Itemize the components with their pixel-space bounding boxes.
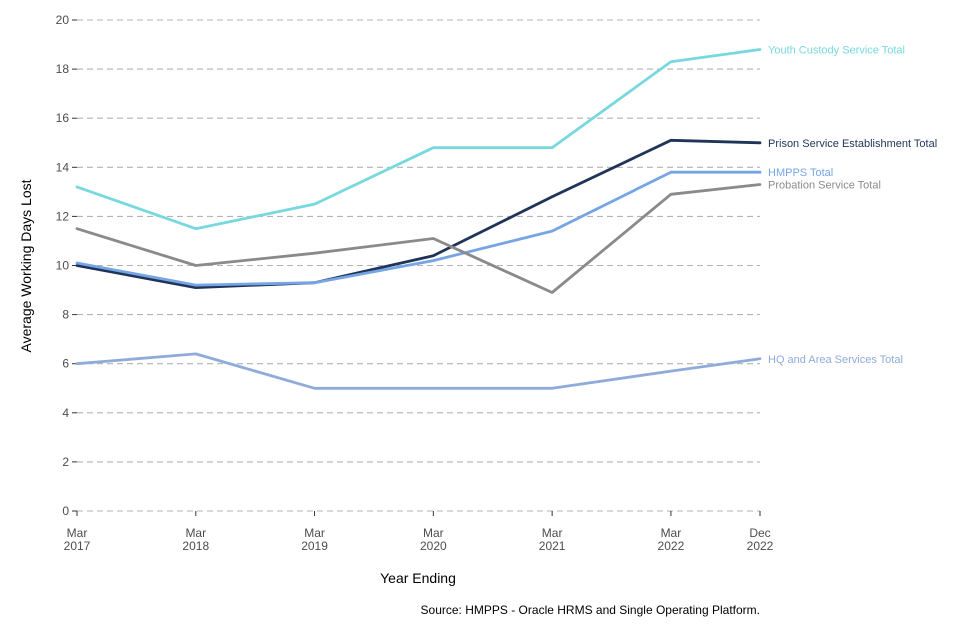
y-tick-label: 8 bbox=[62, 308, 69, 322]
y-tick-label: 6 bbox=[62, 357, 69, 371]
x-tick-label: Dec bbox=[749, 526, 770, 540]
x-tick-label: 2018 bbox=[182, 539, 209, 553]
x-tick-label: Mar bbox=[67, 526, 88, 540]
series-label-prison-service-establishment-total: Prison Service Establishment Total bbox=[768, 138, 937, 150]
x-tick-label: 2019 bbox=[301, 539, 328, 553]
series-label-youth-custody-service-total: Youth Custody Service Total bbox=[768, 44, 905, 56]
y-tick-label: 14 bbox=[56, 160, 70, 174]
y-axis-title: Average Working Days Lost bbox=[18, 179, 34, 352]
y-axis: 0 2 4 6 8 10 12 14 16 18 20 bbox=[56, 13, 77, 518]
series-line-hq-and-area-services-total bbox=[75, 352, 762, 390]
series-line-prison-service-establishment-total bbox=[75, 138, 762, 290]
y-tick-label: 2 bbox=[62, 455, 69, 469]
y-tick-label: 12 bbox=[56, 209, 70, 223]
x-tick-label: 2021 bbox=[539, 539, 566, 553]
x-axis: Mar2017Mar2018Mar2019Mar2020Mar2021Mar20… bbox=[64, 511, 774, 553]
x-tick-label: Mar bbox=[661, 526, 682, 540]
series-line-youth-custody-service-total bbox=[75, 48, 762, 231]
series-labels: Youth Custody Service Total Prison Servic… bbox=[768, 44, 937, 365]
series-line-probation-service-total bbox=[75, 183, 762, 294]
series-label-hmpps-total: HMPPS Total bbox=[768, 167, 833, 179]
y-tick-label: 18 bbox=[56, 62, 70, 76]
x-axis-title: Year Ending bbox=[380, 570, 456, 586]
y-tick-label: 4 bbox=[62, 406, 69, 420]
x-tick-label: 2020 bbox=[420, 539, 447, 553]
x-tick-label: Mar bbox=[423, 526, 444, 540]
series-label-hq-and-area-services-total: HQ and Area Services Total bbox=[768, 354, 903, 366]
gridlines bbox=[77, 19, 760, 512]
series-line-hmpps-total bbox=[75, 170, 762, 287]
series-label-probation-service-total: Probation Service Total bbox=[768, 179, 881, 191]
x-tick-label: Mar bbox=[304, 526, 325, 540]
x-tick-label: Mar bbox=[542, 526, 563, 540]
x-tick-label: 2017 bbox=[64, 539, 91, 553]
y-tick-label: 10 bbox=[56, 259, 70, 273]
x-tick-label: 2022 bbox=[747, 539, 774, 553]
x-tick-label: 2022 bbox=[658, 539, 685, 553]
series-lines bbox=[75, 48, 762, 390]
y-tick-label: 0 bbox=[62, 504, 69, 518]
x-tick-label: Mar bbox=[185, 526, 206, 540]
y-tick-label: 16 bbox=[56, 111, 70, 125]
source-note: Source: HMPPS - Oracle HRMS and Single O… bbox=[420, 603, 760, 617]
y-tick-label: 20 bbox=[56, 13, 70, 27]
